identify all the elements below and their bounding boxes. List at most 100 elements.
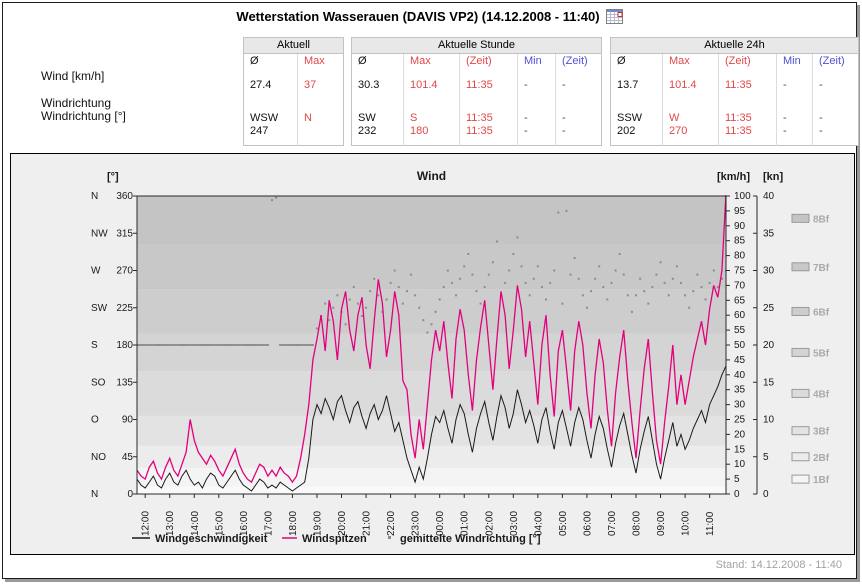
svg-text:18:00: 18:00	[288, 511, 299, 536]
svg-text:25: 25	[763, 303, 775, 314]
svg-text:02:00: 02:00	[484, 511, 495, 536]
svg-text:17:00: 17:00	[263, 511, 274, 536]
col-avg: Ø	[250, 55, 259, 67]
dir-min: --	[776, 106, 813, 146]
col-min: Min	[776, 53, 813, 71]
svg-text:Windgeschwindigkeit: Windgeschwindigkeit	[155, 533, 268, 545]
dir-min-zeit: --	[812, 106, 859, 146]
svg-text:1Bf: 1Bf	[813, 475, 830, 486]
svg-text:360: 360	[116, 191, 133, 202]
svg-text:22:00: 22:00	[386, 511, 397, 536]
wind-max: 101.4	[662, 71, 719, 106]
svg-text:90: 90	[734, 221, 746, 232]
svg-text:135: 135	[116, 377, 133, 388]
svg-text:100: 100	[734, 191, 751, 202]
svg-text:01:00: 01:00	[460, 511, 471, 536]
svg-text:14:00: 14:00	[190, 511, 201, 536]
svg-text:2Bf: 2Bf	[813, 453, 830, 464]
col-min: Min	[517, 53, 556, 71]
svg-text:25: 25	[734, 415, 746, 426]
svg-text:15:00: 15:00	[214, 511, 225, 536]
dir-max: S 180	[403, 106, 460, 146]
svg-text:13:00: 13:00	[165, 511, 176, 536]
svg-text:35: 35	[734, 385, 746, 396]
svg-text:12:00: 12:00	[141, 511, 152, 536]
svg-text:03:00: 03:00	[509, 511, 520, 536]
svg-text:N: N	[91, 191, 98, 202]
svg-text:[km/h]: [km/h]	[717, 171, 750, 183]
dir-min: --	[517, 106, 556, 146]
svg-text:10: 10	[763, 415, 775, 426]
svg-text:3Bf: 3Bf	[813, 427, 830, 438]
svg-text:15: 15	[734, 444, 746, 455]
svg-text:SO: SO	[91, 377, 106, 388]
page-title: Wetterstation Wasserauen (DAVIS VP2) (14…	[3, 9, 856, 27]
svg-text:6Bf: 6Bf	[813, 307, 830, 318]
svg-text:08:00: 08:00	[632, 511, 643, 536]
svg-text:16:00: 16:00	[239, 511, 250, 536]
svg-text:09:00: 09:00	[656, 511, 667, 536]
svg-text:gemittelte Windrichtung [°]: gemittelte Windrichtung [°]	[400, 533, 541, 545]
svg-text:20: 20	[734, 429, 746, 440]
svg-text:4Bf: 4Bf	[813, 389, 830, 400]
svg-text:[°]: [°]	[107, 171, 119, 183]
wind-avg: 27.4	[250, 79, 272, 91]
svg-text:0: 0	[734, 489, 740, 500]
dir-max: N	[297, 106, 344, 146]
svg-text:10:00: 10:00	[681, 511, 692, 536]
svg-text:15: 15	[763, 377, 775, 388]
calendar-icon[interactable]	[605, 9, 623, 27]
wind-max-zeit: 11:35	[459, 71, 518, 106]
svg-text:270: 270	[116, 266, 133, 277]
page-title-text: Wetterstation Wasserauen (DAVIS VP2) (14…	[236, 9, 600, 24]
svg-text:11:00: 11:00	[705, 511, 716, 536]
svg-text:65: 65	[734, 295, 746, 306]
svg-text:85: 85	[734, 236, 746, 247]
table-aktuell: Aktuell Ø Max 27.4 37 WSW 247 N	[243, 37, 344, 146]
col-max: Max	[403, 53, 460, 71]
wind-max: 101.4	[403, 71, 460, 106]
svg-text:40: 40	[734, 370, 746, 381]
col-min-zeit: (Zeit)	[812, 53, 859, 71]
svg-text:75: 75	[734, 266, 746, 277]
svg-text:0: 0	[127, 489, 133, 500]
svg-text:Wind: Wind	[417, 169, 446, 183]
wind-min: -	[517, 71, 556, 106]
svg-text:55: 55	[734, 325, 746, 336]
table-aktuelle-24h: Aktuelle 24h Ø Max (Zeit) Min (Zeit) 13.…	[610, 37, 859, 146]
wind-min: -	[776, 71, 813, 106]
label-windrichtung: Windrichtung	[41, 96, 112, 110]
svg-text:70: 70	[734, 280, 746, 291]
svg-text:35: 35	[763, 228, 775, 239]
svg-text:60: 60	[734, 310, 746, 321]
table-stunde-title: Aktuelle Stunde	[351, 37, 602, 54]
svg-text:50: 50	[734, 340, 746, 351]
svg-text:Windspitzen: Windspitzen	[302, 533, 367, 545]
svg-text:19:00: 19:00	[312, 511, 323, 536]
wind-chart-panel: N 360 NW 315 W 270 SW 225 S 180 SO 135 O 90 NO 45 N 0 [°] 0…	[10, 153, 855, 555]
col-avg: Ø	[358, 55, 367, 67]
svg-text:80: 80	[734, 251, 746, 262]
svg-text:NW: NW	[91, 228, 108, 239]
wind-min-zeit: -	[554, 71, 602, 106]
label-windrichtung-deg: Windrichtung [°]	[41, 109, 126, 123]
label-wind-kmh: Wind [km/h]	[41, 69, 105, 83]
table-aktuell-title: Aktuell	[243, 37, 344, 54]
stand-timestamp: Stand: 14.12.2008 - 11:40	[715, 559, 842, 571]
wind-max-zeit: 11:35	[718, 71, 777, 106]
dir-max-zeit: 11:35 11:35	[459, 106, 518, 146]
dir-avg: WSW 247	[250, 112, 279, 137]
svg-text:SW: SW	[91, 303, 108, 314]
dir-min-zeit: --	[554, 106, 602, 146]
wind-min-zeit: -	[812, 71, 859, 106]
svg-text:225: 225	[116, 303, 133, 314]
wind-chart: N 360 NW 315 W 270 SW 225 S 180 SO 135 O 90 NO 45 N 0 [°] 0…	[91, 169, 830, 545]
col-max: Max	[662, 53, 719, 71]
svg-text:20: 20	[763, 340, 775, 351]
svg-text:8Bf: 8Bf	[813, 214, 830, 225]
svg-text:0: 0	[763, 489, 769, 500]
svg-text:S: S	[91, 340, 98, 351]
svg-text:04:00: 04:00	[533, 511, 544, 536]
